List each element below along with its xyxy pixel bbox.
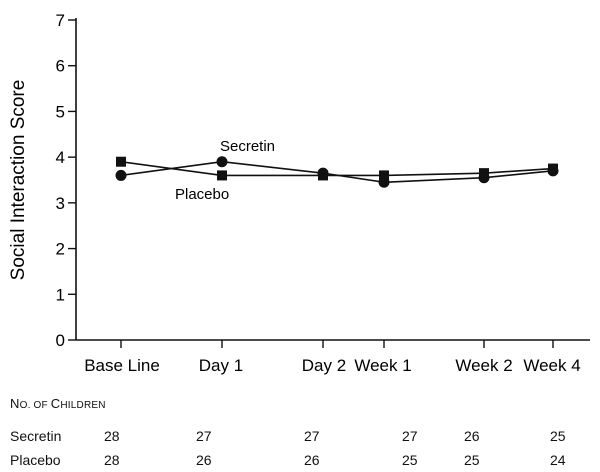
placebo-point [115, 169, 127, 181]
placebo-line [120, 160, 554, 184]
y-tick-label: 1 [56, 285, 65, 304]
y-tick-label: 4 [56, 148, 65, 167]
count-cell: 26 [464, 428, 480, 444]
count-cell: 28 [104, 452, 120, 468]
x-tick-label: Week 4 [523, 356, 580, 375]
count-cell: 27 [304, 428, 320, 444]
count-cell: 27 [196, 428, 212, 444]
x-axis-ticks: Base Line Day 1 Day 2 Week 1 Week 2 Week 4 [84, 340, 581, 375]
count-cell: 25 [402, 452, 418, 468]
children-count-row-secretin: Secretin 28 27 27 27 26 25 [0, 428, 600, 448]
count-cell: 25 [464, 452, 480, 468]
count-cell: 27 [402, 428, 418, 444]
secretin-point [116, 156, 126, 167]
y-tick-label: 7 [56, 11, 65, 30]
count-cell: 24 [550, 452, 566, 468]
caption-part: HILDREN [60, 400, 106, 411]
count-cell: 26 [304, 452, 320, 468]
placebo-point [547, 165, 559, 177]
y-tick-label: 0 [56, 331, 65, 350]
children-count-caption: NO. OF CHILDREN [10, 396, 106, 411]
y-tick-label: 5 [56, 102, 65, 121]
caption-part: C [50, 396, 61, 411]
children-count-row-placebo: Placebo 28 26 26 25 25 24 [0, 452, 600, 472]
y-axis-ticks: 0 1 2 3 4 5 6 7 [56, 11, 76, 350]
y-tick-label: 2 [56, 240, 65, 259]
placebo-point [378, 176, 390, 188]
axes [75, 18, 590, 341]
x-tick-label: Day 2 [302, 356, 346, 375]
placebo-point [216, 156, 228, 168]
x-tick-label: Week 2 [455, 356, 512, 375]
count-cell: 26 [196, 452, 212, 468]
x-tick-label: Base Line [84, 356, 160, 375]
x-tick-label: Day 1 [199, 356, 243, 375]
row-label: Placebo [10, 452, 61, 468]
placebo-point [478, 172, 490, 184]
y-tick-label: 3 [56, 194, 65, 213]
caption-part: O. OF [19, 400, 51, 411]
placebo-annotation: Placebo [175, 186, 229, 203]
count-cell: 25 [550, 428, 566, 444]
x-tick-label: Week 1 [354, 356, 411, 375]
row-label: Secretin [10, 428, 62, 444]
series-group [115, 156, 559, 188]
line-chart: 0 1 2 3 4 5 6 7 Base Line Day 1 Day 2 Week 1 Week 2… [8, 11, 590, 375]
secretin-point [379, 170, 389, 181]
placebo-point [317, 167, 329, 179]
secretin-line [120, 160, 554, 177]
caption-part: N [10, 396, 20, 411]
y-axis-label: Social Interaction Score [8, 80, 29, 281]
y-tick-label: 6 [56, 57, 65, 76]
secretin-annotation: Secretin [220, 138, 275, 155]
count-cell: 28 [104, 428, 120, 444]
secretin-point [217, 170, 227, 181]
